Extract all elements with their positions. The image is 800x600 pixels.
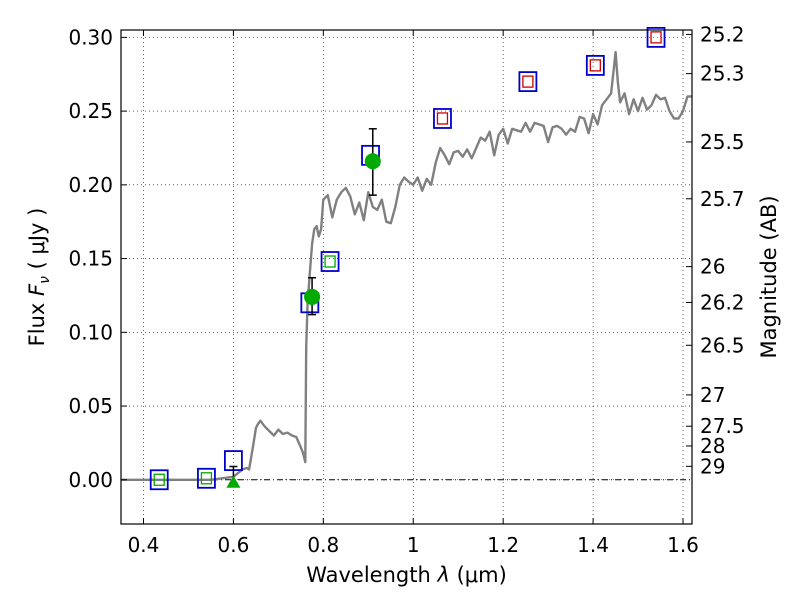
- y-tick-label: 0.15: [68, 247, 113, 271]
- model-spectrum: [121, 50, 692, 481]
- magnitude-tick-label: 26.2: [700, 290, 745, 314]
- photometry-square-marker: [197, 467, 216, 489]
- spectrum-line: [121, 50, 692, 481]
- inner-square-marker: [436, 112, 449, 125]
- photometry-square-marker: [518, 71, 538, 93]
- x-tick-label: 1.6: [667, 533, 699, 557]
- measurement-point: [304, 288, 321, 305]
- magnitude-tick-label: 29: [700, 454, 725, 478]
- x-tick-label: 0.6: [217, 533, 249, 557]
- photometry-square-marker: [646, 26, 666, 48]
- photometry-square-marker: [320, 251, 340, 272]
- grid: [121, 30, 692, 524]
- x-axis-label: Wavelength λ (μm): [306, 563, 507, 587]
- magnitude-tick-label: 25.2: [700, 22, 745, 46]
- x-tick-label: 0.8: [307, 533, 339, 557]
- magnitude-tick-label: 26.5: [700, 333, 745, 357]
- y-tick-label: 0.10: [68, 320, 113, 344]
- y-tick-label: 0.20: [68, 173, 113, 197]
- magnitude-tick-label: 27.5: [700, 414, 745, 438]
- x-tick-label: 1.4: [577, 533, 609, 557]
- magnitude-tick-label: 28: [700, 434, 725, 458]
- data-points: [149, 26, 666, 491]
- upper-limit-triangle: [226, 475, 241, 488]
- plot-frame: [120, 29, 693, 525]
- measurement-point: [364, 153, 381, 170]
- photometry-square-marker: [585, 54, 605, 76]
- x-tick-label: 1.2: [487, 533, 519, 557]
- magnitude-tick-label: 27: [700, 383, 725, 407]
- inner-square-marker: [522, 75, 534, 88]
- magnitude-axis-label: Magnitude (AB): [757, 195, 781, 358]
- y-tick-label: 0.30: [68, 25, 113, 49]
- inner-square-marker: [589, 59, 601, 72]
- photometry-square-marker: [433, 108, 452, 129]
- inner-square-marker: [200, 472, 213, 485]
- y-tick-label: 0.00: [68, 468, 113, 492]
- magnitude-tick-label: 25.3: [700, 62, 745, 86]
- y-axis-label: Flux Fν ( μJy ): [25, 208, 53, 347]
- y-tick-label: 0.25: [68, 99, 113, 123]
- x-tick-label: 0.4: [128, 533, 160, 557]
- inner-square-marker: [153, 473, 165, 486]
- y-tick-label: 0.05: [68, 394, 113, 418]
- photometry-square-marker: [149, 469, 169, 491]
- magnitude-tick-label: 25.5: [700, 130, 745, 154]
- x-tick-label: 1: [407, 533, 420, 557]
- axis-ticks: 0.4 0.6 0.8 1 1.2 1.4 1.6 0.00 0.05 0.10 0.15 0.20 0…: [68, 22, 744, 557]
- inner-square-marker: [650, 31, 662, 44]
- magnitude-tick-label: 26: [700, 255, 725, 279]
- inner-square-marker: [324, 255, 336, 268]
- magnitude-tick-label: 25.7: [700, 187, 745, 211]
